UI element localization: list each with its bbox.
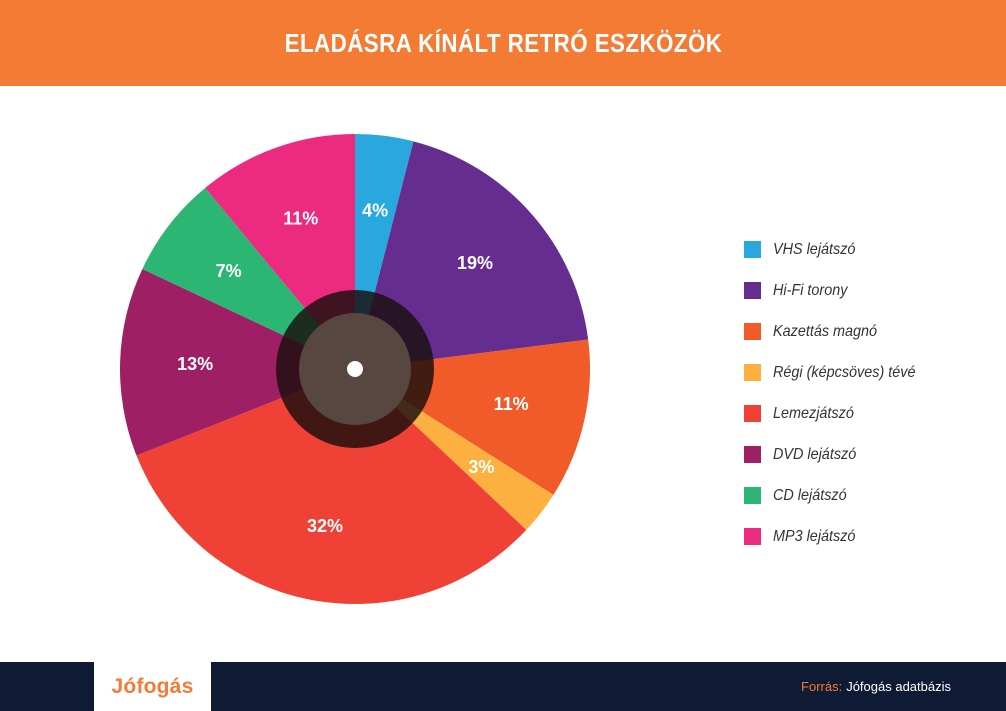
slice-label-mp3-lejatszo: 11% bbox=[283, 209, 318, 229]
legend-item-vhs-lejatszo: VHS lejátszó bbox=[744, 229, 931, 270]
legend-item-cd-lejatszo: CD lejátszó bbox=[744, 475, 931, 516]
pie-slice-dvd-lejatszo bbox=[120, 268, 355, 456]
slice-labels: 4% 19% 11% 3% 32% 13% 7% 11% bbox=[177, 200, 529, 536]
footer-bar: Jófogás Forrás: Jófogás adatbázis bbox=[0, 662, 1006, 711]
record-center bbox=[276, 290, 434, 448]
slice-label-hi-fi-torony: 19% bbox=[457, 253, 493, 273]
slice-label-dvd-lejatszo: 13% bbox=[177, 354, 213, 374]
pie-chart: 4% 19% 11% 3% 32% 13% 7% 11% bbox=[120, 134, 591, 605]
legend-label: Lemezjátszó bbox=[773, 404, 854, 422]
logo: Jófogás bbox=[94, 662, 211, 711]
slice-label-vhs-lejatszo: 4% bbox=[362, 200, 388, 220]
legend-label: VHS lejátszó bbox=[773, 240, 856, 258]
legend-swatch bbox=[744, 446, 761, 463]
legend-swatch bbox=[744, 528, 761, 545]
source-label: Forrás: bbox=[801, 679, 843, 694]
legend-item-mp3-lejatszo: MP3 lejátszó bbox=[744, 516, 931, 557]
source-text: Jófogás adatbázis bbox=[846, 679, 951, 694]
legend-label: MP3 lejátszó bbox=[773, 527, 856, 545]
pie-slice-hi-fi-torony bbox=[355, 141, 589, 369]
legend-swatch bbox=[744, 282, 761, 299]
pie-slice-lemezjatszo bbox=[136, 369, 527, 605]
legend-item-lemezjatszo: Lemezjátszó bbox=[744, 393, 931, 434]
legend-label: Hi-Fi torony bbox=[773, 281, 848, 299]
legend-swatch bbox=[744, 405, 761, 422]
page-title: ELADÁSRA KÍNÁLT RETRÓ ESZKÖZÖK bbox=[284, 27, 722, 58]
legend-swatch bbox=[744, 364, 761, 381]
legend-item-regi-kepcsoves-teve: Régi (képcsöves) tévé bbox=[744, 352, 931, 393]
legend-label: DVD lejátszó bbox=[773, 445, 857, 463]
legend-item-dvd-lejatszo: DVD lejátszó bbox=[744, 434, 931, 475]
slice-label-lemezjatszo: 32% bbox=[307, 516, 343, 536]
chart-legend: VHS lejátszó Hi-Fi torony Kazettás magnó Ré… bbox=[744, 229, 931, 557]
legend-swatch bbox=[744, 323, 761, 340]
legend-swatch bbox=[744, 241, 761, 258]
slice-label-cd-lejatszo: 7% bbox=[216, 261, 242, 281]
source-note: Forrás: Jófogás adatbázis bbox=[801, 662, 951, 711]
slice-label-kazettas-magno: 11% bbox=[494, 394, 529, 414]
legend-item-hi-fi-torony: Hi-Fi torony bbox=[744, 270, 931, 311]
slice-label-regi-kepcsoves-teve: 3% bbox=[468, 457, 494, 477]
legend-label: Régi (képcsöves) tévé bbox=[773, 363, 916, 381]
legend-label: Kazettás magnó bbox=[773, 322, 878, 340]
legend-swatch bbox=[744, 487, 761, 504]
record-spindle-hole bbox=[347, 361, 363, 377]
header-bar: ELADÁSRA KÍNÁLT RETRÓ ESZKÖZÖK bbox=[0, 0, 1006, 86]
legend-label: CD lejátszó bbox=[773, 486, 847, 504]
logo-text: Jófogás bbox=[111, 674, 194, 698]
legend-item-kazettas-magno: Kazettás magnó bbox=[744, 311, 931, 352]
